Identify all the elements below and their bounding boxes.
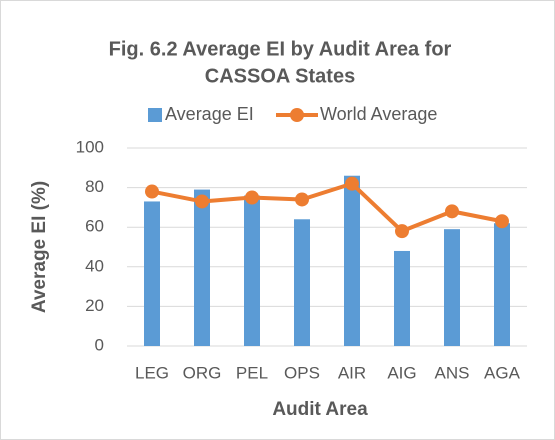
- legend-label: Average EI: [165, 104, 254, 124]
- legend-swatch: [148, 108, 162, 122]
- legend-swatch: [290, 108, 304, 122]
- x-tick-label: ORG: [183, 363, 222, 382]
- x-tick-label: ANS: [435, 363, 470, 382]
- bar: [194, 189, 210, 346]
- marker: [295, 192, 309, 207]
- bar: [244, 195, 260, 346]
- bar: [444, 229, 460, 346]
- bar: [494, 223, 510, 346]
- bar: [394, 250, 410, 346]
- legend-label: World Average: [320, 104, 437, 124]
- bar: [144, 201, 160, 346]
- y-tick-label: 40: [85, 256, 104, 275]
- x-axis-title: Audit Area: [272, 399, 368, 420]
- y-tick-label: 80: [85, 177, 104, 196]
- marker: [395, 224, 409, 239]
- x-tick-label: OPS: [284, 363, 320, 382]
- marker: [145, 184, 159, 199]
- marker: [195, 194, 209, 209]
- y-tick-label: 20: [85, 296, 104, 315]
- marker: [445, 204, 459, 219]
- chart-title: Fig. 6.2 Average EI by Audit Area for: [109, 38, 452, 60]
- line: [151, 181, 503, 234]
- x-tick-label: AGA: [484, 363, 521, 382]
- y-tick-label: 0: [95, 335, 104, 354]
- y-axis-title: Average EI (%): [29, 181, 50, 313]
- x-tick-label: AIR: [338, 363, 366, 382]
- x-tick-label: AIG: [387, 363, 416, 382]
- marker: [245, 190, 259, 205]
- chart-title: CASSOA States: [205, 65, 355, 87]
- y-tick-label: 60: [85, 217, 104, 236]
- x-tick-label: LEG: [135, 363, 169, 382]
- y-tick-label: 100: [76, 137, 104, 156]
- marker: [495, 214, 509, 229]
- marker: [345, 176, 359, 191]
- bar: [294, 219, 310, 346]
- x-tick-label: PEL: [236, 363, 268, 382]
- bar: [344, 175, 360, 346]
